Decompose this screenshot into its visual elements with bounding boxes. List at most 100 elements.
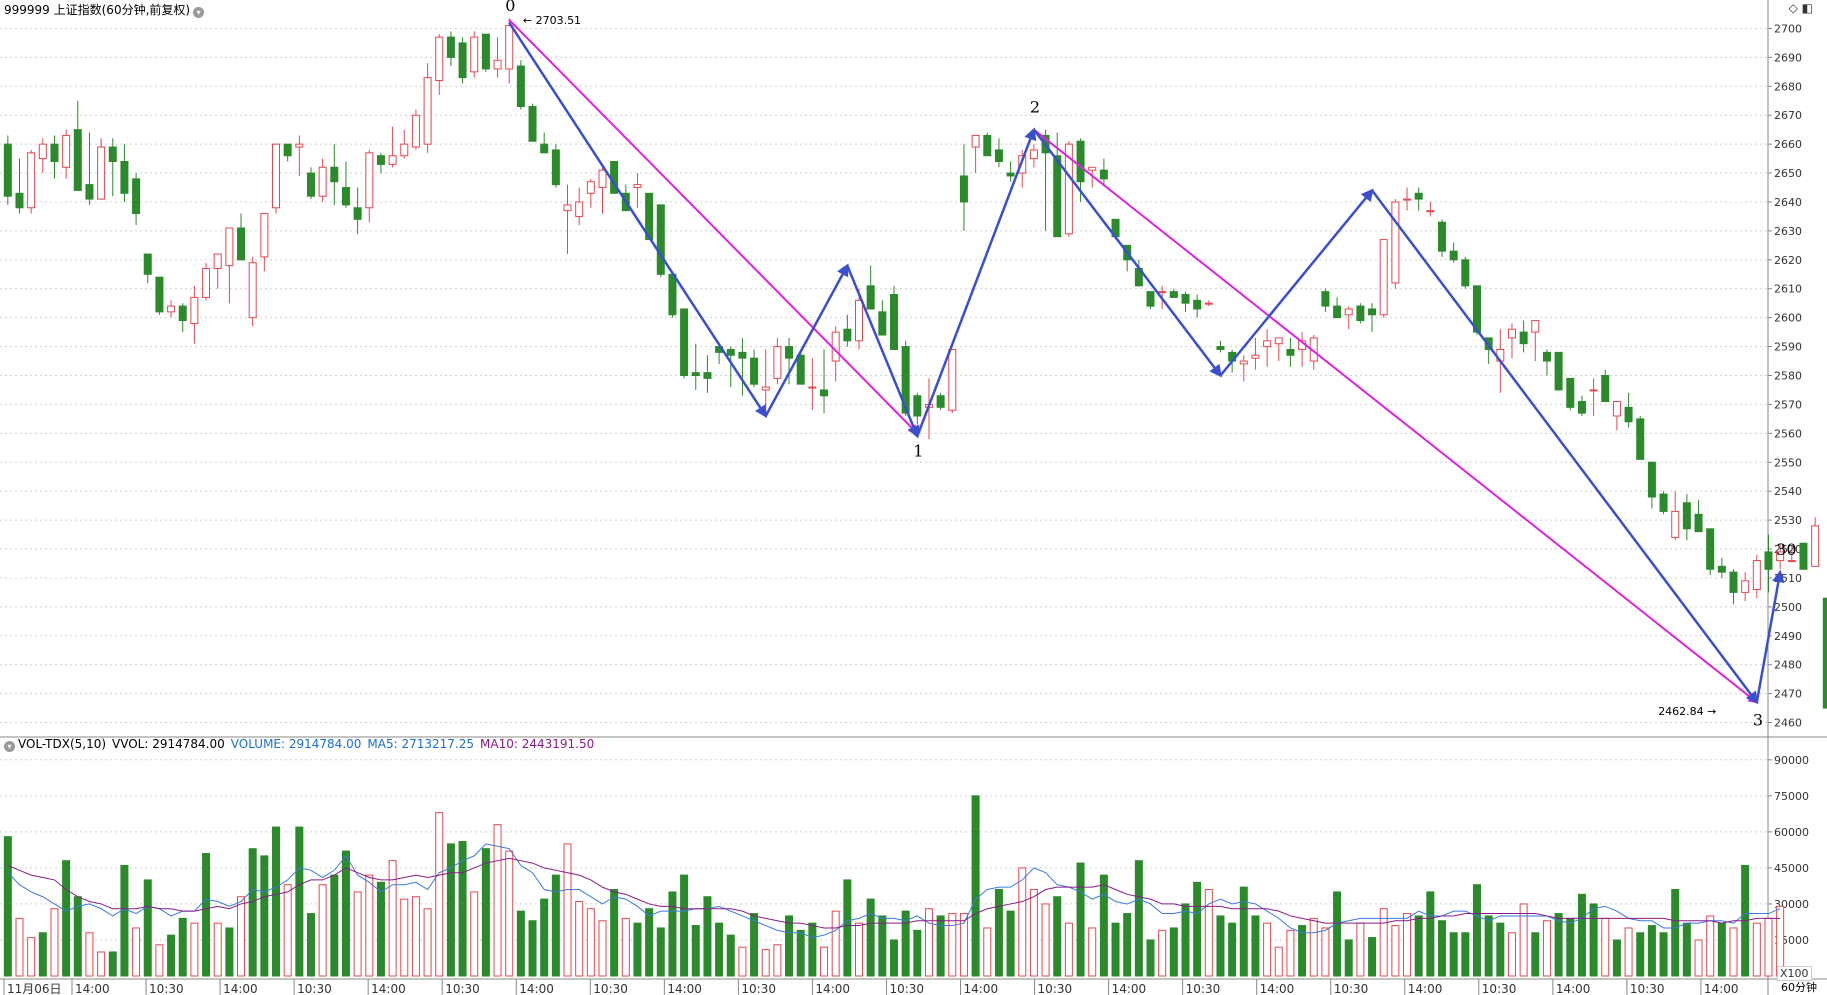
volume-bar-down [341, 850, 350, 977]
volume-bar-up [1391, 925, 1400, 977]
volume-bar-up [820, 946, 829, 977]
candle-body [306, 172, 315, 197]
candle-up [1088, 166, 1097, 188]
candle-body [551, 149, 560, 186]
candle-body [1507, 328, 1516, 339]
candle-up [773, 337, 782, 385]
price-tick-label: 2470 [1774, 688, 1802, 701]
chevron-down-icon[interactable]: ▾ [4, 741, 15, 752]
volume-bar-up [1041, 903, 1050, 977]
volume-bar-down [680, 874, 689, 977]
candle-down [1099, 158, 1108, 185]
volume-bar-up [155, 944, 164, 977]
volume-bar-up [773, 944, 782, 977]
volume-bar-up [1601, 917, 1610, 977]
candle-body [1682, 502, 1691, 530]
candle-body [178, 305, 187, 322]
candle-body [1403, 198, 1412, 201]
candle-body [353, 207, 362, 220]
candle-body [1752, 560, 1761, 591]
candle-up [586, 178, 595, 208]
volume-bar-up [924, 908, 933, 977]
candle-body [248, 262, 257, 319]
candle-body [738, 351, 747, 359]
volume-bar-up [761, 949, 770, 977]
volume-bar-up [318, 884, 327, 977]
price-tick-label: 2530 [1774, 514, 1802, 527]
volume-bar-down [1134, 860, 1143, 977]
candle-body [866, 285, 875, 310]
candle-down [108, 138, 117, 197]
candle-body [726, 348, 735, 356]
candle-down [889, 285, 898, 350]
candle-body [97, 146, 106, 200]
volume-bar-down [1682, 922, 1691, 977]
candle-down [155, 276, 164, 315]
candle-up [1531, 320, 1540, 362]
candle-down [878, 300, 887, 336]
candle-down [1659, 491, 1668, 515]
volume-bar-down [901, 910, 910, 977]
candle-body [1706, 528, 1715, 570]
wave-segment [1219, 188, 1374, 377]
volume-bar-up [213, 922, 222, 977]
candle-down [866, 265, 875, 310]
volume-bar-down [73, 896, 82, 977]
volume-bar-up [1706, 915, 1715, 977]
candle-down [1799, 542, 1808, 570]
candle-up [423, 63, 432, 153]
volume-bar-down [295, 826, 304, 977]
candle-body [15, 192, 24, 209]
period-label[interactable]: 60分钟 [1781, 981, 1817, 994]
volume-bar-down [540, 898, 549, 977]
candle-body [108, 146, 117, 162]
candle-body [1344, 308, 1353, 316]
volume-bar-down [38, 932, 47, 977]
chevron-down-icon[interactable]: ▾ [193, 7, 205, 18]
volume-bar-down [1216, 915, 1225, 977]
x-tick-label: 14:00 [964, 982, 999, 995]
candle-down [178, 303, 187, 333]
volume-tick-label: 45000 [1774, 862, 1809, 875]
volume-bar-down [376, 881, 385, 977]
candle-body [1612, 401, 1621, 417]
volume-bar-up [1286, 929, 1295, 977]
price-tick-label: 2580 [1774, 370, 1802, 383]
candle-body [971, 134, 980, 148]
x-tick-label: 10:30 [149, 982, 184, 995]
volume-indicator-name: VOL-TDX(5,10) [18, 737, 107, 751]
volume-bar-up [1158, 929, 1167, 977]
candle-body [1099, 169, 1108, 180]
x-tick-label: 14:00 [371, 982, 406, 995]
candle-down [1461, 256, 1470, 289]
price-tick-label: 2660 [1774, 138, 1802, 151]
volume-bar-down [726, 934, 735, 977]
x-tick-label: 14:00 [1260, 982, 1295, 995]
candle-body [120, 160, 129, 194]
diamond-icon[interactable]: ◇ [1788, 1, 1798, 15]
volume-bar-up [283, 884, 292, 977]
candle-body [283, 143, 292, 157]
candle-body [750, 357, 759, 385]
candle-body [1356, 305, 1365, 322]
candle-body [843, 328, 852, 342]
candle-body [831, 331, 840, 362]
candle-body [1053, 155, 1062, 238]
candle-body [855, 299, 864, 342]
volume-bar-down [1123, 913, 1132, 977]
candle-body [691, 372, 700, 377]
candle-body [1776, 551, 1785, 562]
volume-bar-down [1636, 932, 1645, 977]
candle-down [1566, 377, 1575, 411]
volume-bar-up [15, 917, 24, 977]
candle-body [1659, 493, 1668, 512]
candle-body [913, 395, 922, 417]
volume-bar-up [411, 896, 420, 977]
volume-bar-down [446, 843, 455, 977]
layout-icon[interactable]: ◧ [1801, 1, 1813, 15]
candle-down [1647, 461, 1656, 509]
candle-up [598, 164, 607, 214]
candle-down [551, 144, 560, 188]
candle-up [202, 262, 211, 301]
